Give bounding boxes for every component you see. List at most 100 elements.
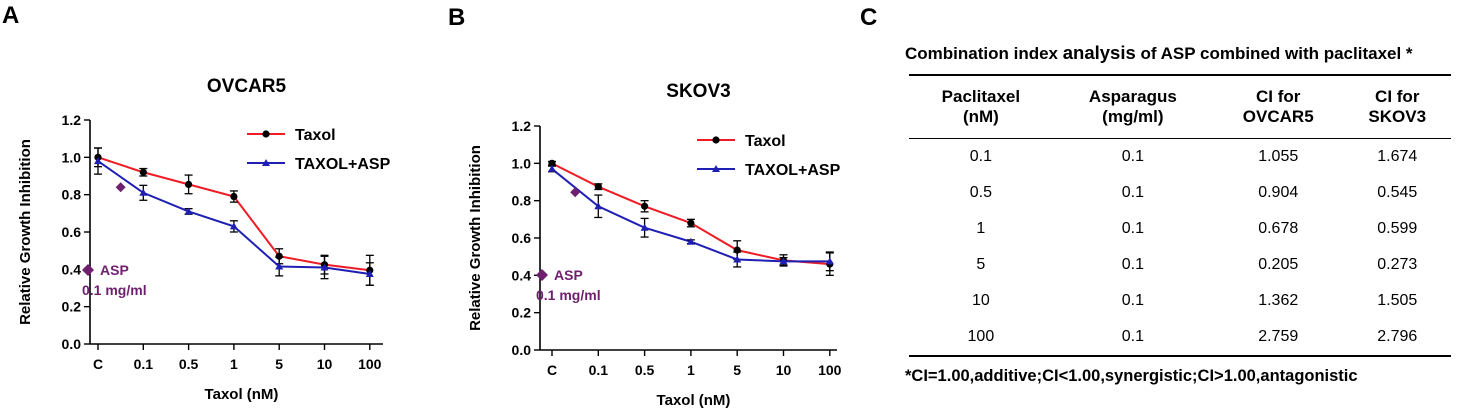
- legend-taxol-marker: [262, 130, 270, 138]
- x-tick-label: 5: [733, 362, 741, 378]
- x-tick-label: 100: [358, 356, 382, 372]
- ci-header-skov3: CI for SKOV3: [1343, 74, 1451, 139]
- ci-header-line1: Asparagus: [1088, 87, 1177, 106]
- legend-combo-marker: [262, 159, 270, 166]
- skov3-taxol-asp-point: [594, 202, 603, 210]
- ovcar5-taxol-point: [139, 168, 147, 176]
- ci-title-emph: analysis: [1062, 42, 1136, 63]
- table-cell: 0.1: [1121, 148, 1144, 165]
- ovcar5-taxol-asp-point: [229, 222, 238, 230]
- table-cell: 1.505: [1377, 292, 1418, 309]
- ovcar5-taxol-asp-point: [365, 270, 374, 277]
- y-tick-label: 0.6: [62, 224, 82, 240]
- table-cell: 0.545: [1377, 184, 1418, 201]
- ci-header-line1: CI for: [1375, 87, 1420, 106]
- table-row: 1 0.1 0.678 0.599: [909, 211, 1451, 247]
- ci-header-line2: SKOV3: [1368, 107, 1427, 126]
- skov3-chart: SKOV3 0.0 0.2 0.4 0.6 0.8 1.0 1.2 C 0.1 0.5 1 5 10 100…: [467, 81, 842, 409]
- skov3-taxol-asp-point: [548, 164, 556, 172]
- y-tick-label: 0.6: [512, 230, 532, 246]
- x-tick-label: 0.5: [635, 362, 655, 378]
- table-cell: 0.1: [1052, 319, 1213, 357]
- legend-combo-label: TAXOL+ASP: [295, 156, 391, 173]
- table-cell: 1.674: [1377, 148, 1418, 165]
- panel-label-c: C: [860, 4, 878, 31]
- table-row: 5 0.1 0.205 0.273: [909, 247, 1451, 283]
- y-tick-label: 0.0: [62, 336, 82, 352]
- ovcar5-taxol-asp-point: [94, 157, 102, 165]
- y-tick-label: 0.4: [62, 261, 82, 277]
- asp-legend-marker: [82, 264, 94, 276]
- x-tick-label: 0.1: [589, 362, 609, 378]
- skov3-taxol-asp-point: [686, 237, 695, 245]
- skov3-taxol-asp-point: [779, 257, 788, 265]
- ci-header-line1: CI for: [1256, 87, 1301, 106]
- x-tick-label: 100: [818, 362, 842, 378]
- y-tick-label: 0.2: [62, 299, 82, 315]
- ovcar5-taxol-point: [275, 252, 283, 260]
- table-cell: 0.205: [1258, 256, 1299, 273]
- ci-title-pre: Combination index: [905, 44, 1063, 63]
- asp-point: [115, 182, 126, 193]
- table-row: 100 0.1 2.759 2.796: [909, 319, 1451, 357]
- table-cell: 1.362: [1258, 292, 1299, 309]
- chart-title: SKOV3: [666, 81, 730, 102]
- asp-legend-label: ASP: [100, 262, 129, 278]
- ovcar5-taxol-asp-point: [139, 188, 148, 196]
- ci-table: Paclitaxel (nM) Asparagus (mg/ml) CI for OV…: [909, 74, 1451, 357]
- asp-legend-sublabel: 0.1 mg/ml: [536, 287, 601, 303]
- skov3-taxol-point: [548, 159, 556, 167]
- table-cell: 0.1: [1121, 184, 1144, 201]
- x-tick-label: C: [547, 362, 557, 378]
- asp-legend-marker: [536, 269, 548, 281]
- table-row: 0.5 0.1 0.904 0.545: [909, 175, 1451, 211]
- table-cell: 5: [976, 256, 986, 273]
- x-tick-label: 10: [776, 362, 792, 378]
- ci-header-line1: Paclitaxel: [941, 87, 1021, 106]
- ovcar5-taxol-point: [185, 180, 193, 188]
- table-cell: 0.1: [1121, 256, 1144, 273]
- legend-taxol-label: Taxol: [745, 133, 786, 150]
- skov3-taxol-asp-point: [733, 255, 742, 263]
- asp-legend-label: ASP: [554, 267, 583, 283]
- ovcar5-taxol-asp-point: [320, 263, 329, 271]
- ci-footnote: *CI=1.00,additive;CI<1.00,synergistic;CI…: [905, 367, 1358, 385]
- panel-label-b: B: [448, 4, 466, 31]
- x-tick-label: 1: [230, 356, 238, 372]
- table-cell: 100: [909, 319, 1053, 357]
- x-tick-label: 1: [687, 362, 695, 378]
- ci-header-row: Paclitaxel (nM) Asparagus (mg/ml) CI for OV…: [909, 74, 1451, 139]
- asp-point: [570, 187, 581, 198]
- y-tick-label: 0.8: [512, 193, 532, 209]
- skov3-taxol-asp-line: [551, 168, 830, 263]
- ci-table-title: Combination index analysis of ASP combin…: [905, 42, 1413, 64]
- ci-header-line2: OVCAR5: [1242, 107, 1314, 126]
- table-cell: 0.1: [1121, 220, 1144, 237]
- x-tick-label: 0.5: [179, 356, 199, 372]
- x-axis-label: Taxol (nM): [205, 386, 279, 403]
- skov3-taxol-point: [687, 219, 695, 227]
- ovcar5-taxol-asp-line: [97, 160, 370, 275]
- table-cell: 2.759: [1212, 319, 1344, 357]
- table-row: 10 0.1 1.362 1.505: [909, 283, 1451, 319]
- panel-label-a: A: [2, 2, 20, 29]
- legend-combo-marker: [712, 165, 720, 172]
- x-tick-label: 5: [275, 356, 283, 372]
- ci-header-line2: (mg/ml): [1102, 107, 1164, 126]
- table-cell: 0.5: [969, 184, 992, 201]
- table-cell: 1: [976, 220, 986, 237]
- asp-legend-sublabel: 0.1 mg/ml: [82, 282, 147, 298]
- y-tick-label: 0.8: [62, 187, 82, 203]
- y-tick-label: 1.2: [512, 118, 532, 134]
- skov3-taxol-point: [594, 183, 602, 191]
- ovcar5-taxol-asp-point: [184, 207, 193, 215]
- table-cell: 0.904: [1258, 184, 1299, 201]
- y-tick-label: 0.0: [512, 342, 532, 358]
- skov3-taxol-point: [641, 202, 649, 210]
- table-cell: 0.273: [1377, 256, 1418, 273]
- legend-taxol-marker: [712, 136, 720, 144]
- x-tick-label: C: [93, 356, 103, 372]
- ci-title-post: of ASP combined with paclitaxel *: [1135, 44, 1413, 63]
- ovcar5-taxol-line: [97, 156, 370, 272]
- ovcar5-taxol-point: [230, 192, 238, 201]
